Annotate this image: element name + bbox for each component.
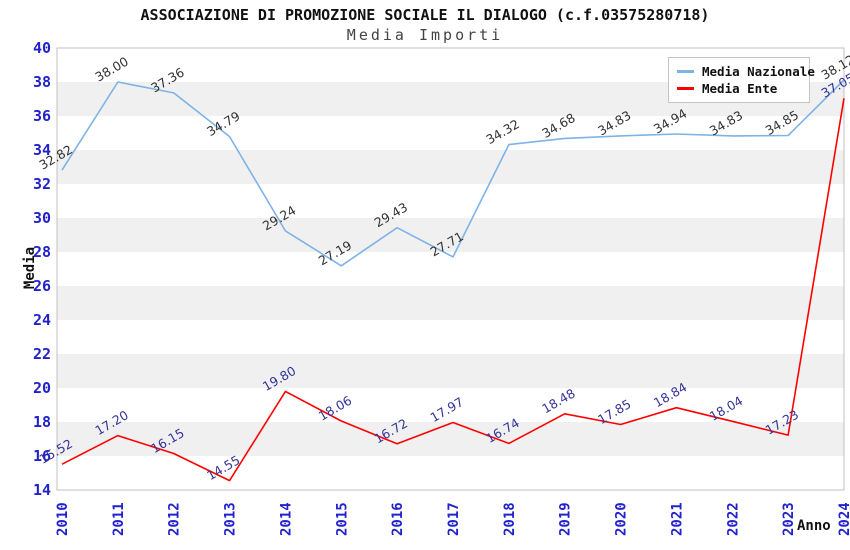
x-tick-label: 2012 — [167, 502, 183, 536]
data-label-media-nazionale: 34.32 — [483, 116, 522, 147]
grid-band — [57, 286, 844, 320]
legend-item-media-ente: Media Ente — [677, 80, 809, 97]
legend-item-media-nazionale: Media Nazionale — [677, 63, 815, 80]
y-tick-label: 40 — [33, 39, 51, 57]
x-tick-label: 2018 — [502, 502, 518, 536]
y-tick-label: 30 — [33, 209, 51, 227]
x-tick-label: 2015 — [334, 502, 350, 536]
x-tick-label: 2010 — [55, 502, 71, 536]
y-tick-label: 34 — [33, 141, 51, 159]
x-tick-label: 2011 — [111, 502, 127, 536]
y-tick-label: 36 — [33, 107, 51, 125]
y-tick-label: 38 — [33, 73, 51, 91]
y-axis-title: Media — [22, 246, 38, 290]
y-tick-label: 22 — [33, 345, 51, 363]
y-tick-label: 16 — [33, 447, 51, 465]
data-label-media-ente: 18.06 — [316, 393, 355, 424]
plot-border — [56, 47, 845, 491]
data-label-media-ente: 17.97 — [427, 394, 466, 425]
x-tick-label: 2021 — [669, 502, 685, 536]
data-label-media-ente: 18.48 — [539, 385, 578, 416]
grid-band — [57, 422, 844, 456]
y-tick-label: 28 — [33, 243, 51, 261]
legend-label-media-nazionale: Media Nazionale — [702, 64, 815, 79]
series-line-media-ente — [61, 98, 845, 482]
grid-band — [57, 150, 844, 184]
data-label-media-ente: 14.55 — [204, 452, 243, 483]
x-tick-label: 2016 — [390, 502, 406, 536]
x-tick-label: 2022 — [725, 502, 741, 536]
y-tick-label: 24 — [33, 311, 51, 329]
x-tick-label: 2024 — [837, 502, 850, 536]
grid-band — [57, 354, 844, 388]
legend-swatch-media-nazionale — [677, 70, 694, 73]
y-tick-label: 32 — [33, 175, 51, 193]
legend-swatch-media-ente — [677, 87, 694, 90]
data-label-media-ente: 15.52 — [36, 436, 75, 467]
legend: Media Nazionale Media Ente — [668, 57, 815, 103]
x-tick-label: 2014 — [278, 502, 294, 536]
chart-subtitle: Media Importi — [346, 26, 504, 44]
grid-band — [57, 218, 844, 252]
legend-label-media-ente: Media Ente — [702, 81, 778, 96]
data-label-media-nazionale: 38.00 — [92, 54, 131, 85]
y-tick-label: 20 — [33, 379, 51, 397]
x-axis-title: Anno — [797, 518, 831, 534]
chart-title: ASSOCIAZIONE DI PROMOZIONE SOCIALE IL DI… — [140, 6, 710, 24]
x-tick-label: 2019 — [558, 502, 574, 536]
x-tick-label: 2020 — [614, 502, 630, 536]
x-tick-label: 2023 — [781, 502, 797, 536]
x-tick-label: 2017 — [446, 502, 462, 536]
y-tick-label: 18 — [33, 413, 51, 431]
series-line-media-nazionale — [61, 79, 845, 267]
y-tick-label: 14 — [33, 481, 51, 499]
x-tick-label: 2013 — [223, 502, 239, 536]
y-tick-label: 26 — [33, 277, 51, 295]
